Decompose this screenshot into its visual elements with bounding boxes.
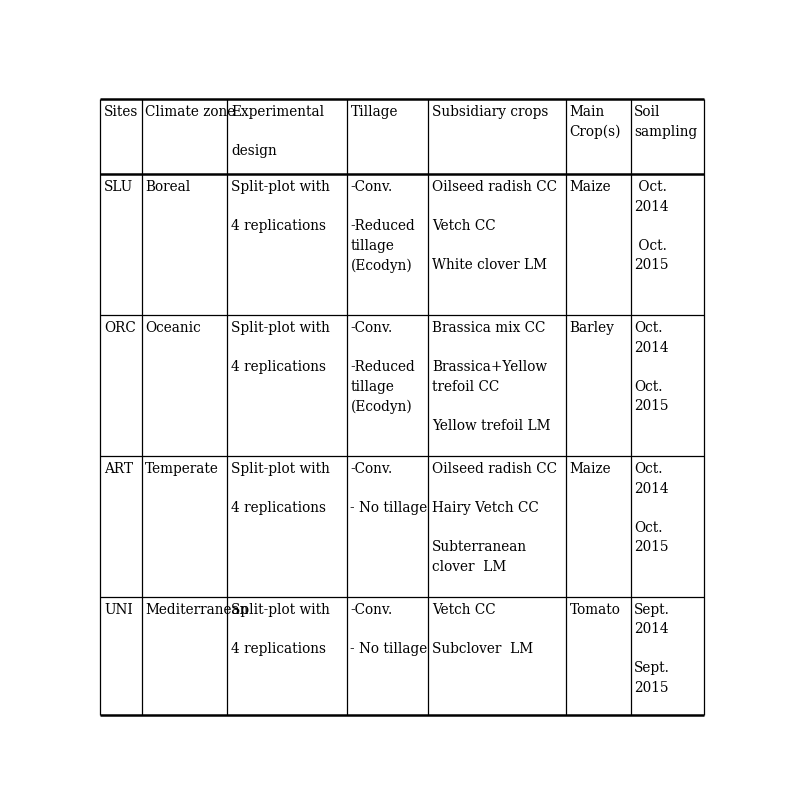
Text: Sites: Sites — [104, 106, 138, 119]
Text: Maize: Maize — [570, 181, 612, 194]
Text: Experimental

design: Experimental design — [231, 106, 324, 158]
Text: Oilseed radish CC

Hairy Vetch CC

Subterranean
clover  LM: Oilseed radish CC Hairy Vetch CC Subterr… — [432, 462, 557, 574]
Text: Oilseed radish CC

Vetch CC

White clover LM: Oilseed radish CC Vetch CC White clover … — [432, 181, 557, 272]
Text: Split-plot with

4 replications: Split-plot with 4 replications — [231, 181, 330, 233]
Text: Sept.
2014

Sept.
2015: Sept. 2014 Sept. 2015 — [634, 603, 670, 695]
Text: Oct.
2014

Oct.
2015: Oct. 2014 Oct. 2015 — [634, 462, 669, 554]
Text: Mediterranean: Mediterranean — [145, 603, 249, 617]
Text: Subsidiary crops: Subsidiary crops — [432, 106, 548, 119]
Text: Oct.
2014

Oct.
2015: Oct. 2014 Oct. 2015 — [634, 321, 669, 413]
Text: Split-plot with

4 replications: Split-plot with 4 replications — [231, 603, 330, 656]
Text: -Conv.

- No tillage: -Conv. - No tillage — [350, 603, 428, 656]
Text: -Conv.

- No tillage: -Conv. - No tillage — [350, 462, 428, 515]
Text: ART: ART — [104, 462, 133, 476]
Text: Temperate: Temperate — [145, 462, 219, 476]
Text: -Conv.

-Reduced
tillage
(Ecodyn): -Conv. -Reduced tillage (Ecodyn) — [350, 321, 415, 413]
Text: Split-plot with

4 replications: Split-plot with 4 replications — [231, 462, 330, 515]
Text: -Conv.

-Reduced
tillage
(Ecodyn): -Conv. -Reduced tillage (Ecodyn) — [350, 181, 415, 272]
Text: Vetch CC

Subclover  LM: Vetch CC Subclover LM — [432, 603, 533, 656]
Text: Tillage: Tillage — [350, 106, 398, 119]
Text: Climate zone: Climate zone — [145, 106, 236, 119]
Text: UNI: UNI — [104, 603, 133, 617]
Text: Barley: Barley — [570, 321, 615, 335]
Text: Oceanic: Oceanic — [145, 321, 201, 335]
Text: Brassica mix CC

Brassica+Yellow
trefoil CC

Yellow trefoil LM: Brassica mix CC Brassica+Yellow trefoil … — [432, 321, 550, 433]
Text: SLU: SLU — [104, 181, 133, 194]
Text: Maize: Maize — [570, 462, 612, 476]
Text: Tomato: Tomato — [570, 603, 620, 617]
Text: Boreal: Boreal — [145, 181, 191, 194]
Text: Main
Crop(s): Main Crop(s) — [570, 106, 621, 139]
Text: Soil
sampling: Soil sampling — [634, 106, 697, 139]
Text: Split-plot with

4 replications: Split-plot with 4 replications — [231, 321, 330, 374]
Text: ORC: ORC — [104, 321, 136, 335]
Text: Oct.
2014

 Oct.
2015: Oct. 2014 Oct. 2015 — [634, 181, 669, 272]
